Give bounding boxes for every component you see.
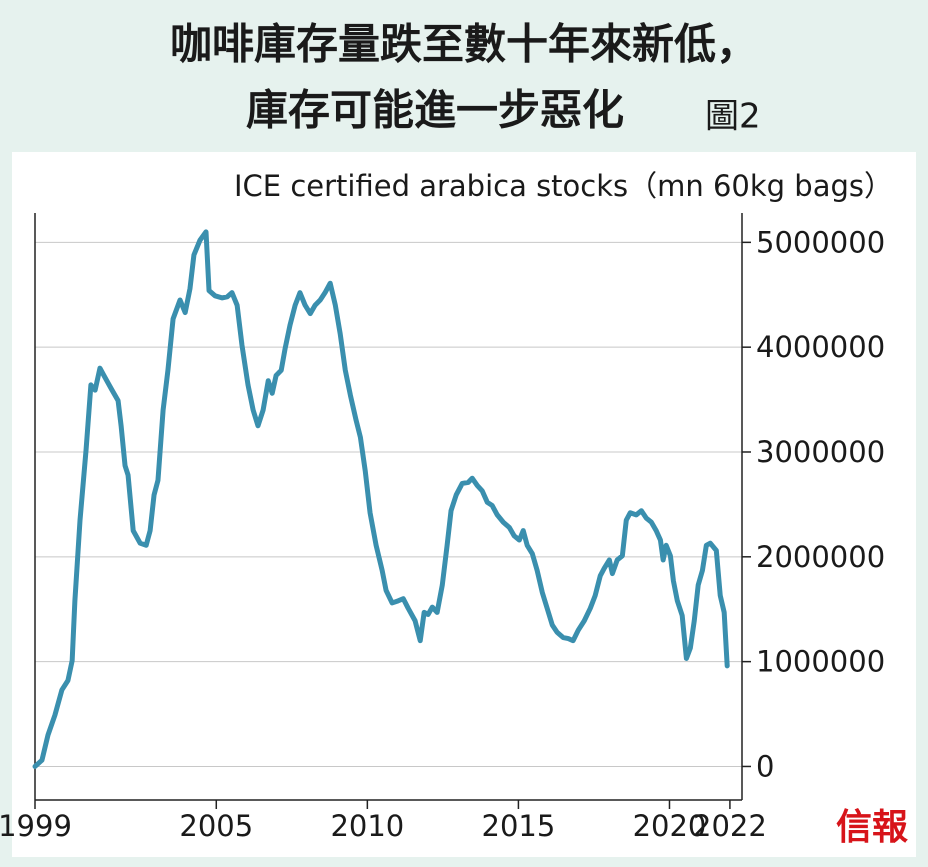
chart-title-line2: 庫存可能進一步惡化: [246, 86, 624, 135]
y-tick-label: 0: [756, 749, 774, 783]
y-tick-label: 4000000: [756, 330, 885, 364]
y-tick-label: 2000000: [756, 540, 885, 574]
x-tick-label: 2015: [482, 809, 556, 843]
x-tick-label: 2005: [179, 809, 253, 843]
y-tick-label: 5000000: [756, 225, 885, 259]
figure-label: 圖2: [705, 97, 761, 137]
data-line: [32, 229, 730, 769]
chart-title: 咖啡庫存量跌至數十年來新低，: [170, 20, 758, 69]
y-tick-label: 3000000: [756, 435, 885, 469]
chart-panel: [12, 152, 916, 857]
x-tick-label: 1999: [0, 809, 72, 843]
chart-subtitle: ICE certified arabica stocks（mn 60kg bag…: [234, 169, 893, 203]
x-tick-label: 2020: [633, 809, 707, 843]
x-tick-label: 2010: [330, 809, 404, 843]
x-tick-label: 2022: [693, 809, 767, 843]
logo: 信報: [836, 806, 908, 848]
y-tick-label: 1000000: [756, 645, 885, 679]
